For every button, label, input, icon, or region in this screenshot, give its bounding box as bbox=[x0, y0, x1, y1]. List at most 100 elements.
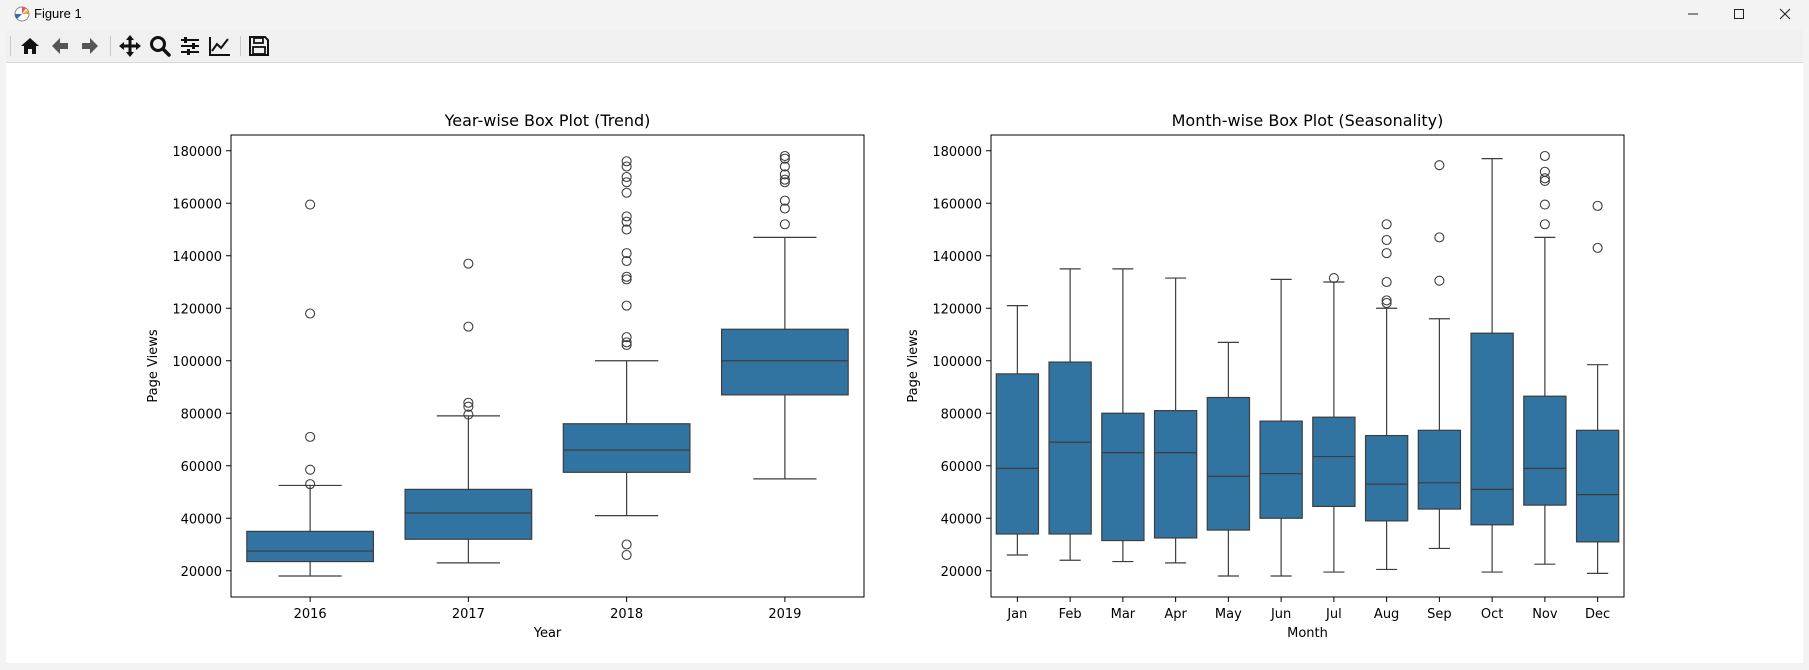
y-tick-label: 40000 bbox=[181, 512, 222, 527]
outlier-point bbox=[621, 156, 632, 167]
configure-subplots-icon bbox=[181, 37, 199, 55]
outlier-point bbox=[621, 248, 632, 259]
outlier-point bbox=[621, 216, 632, 227]
close-icon bbox=[1779, 8, 1791, 20]
box-iqr bbox=[1101, 412, 1145, 542]
outlier-point bbox=[779, 177, 790, 188]
maximize-icon bbox=[1734, 9, 1744, 19]
chart-panel-1: Year-wise Box Plot (Trend) 20000 40000 6000… bbox=[146, 111, 865, 641]
box-iqr bbox=[562, 423, 691, 473]
outlier-point bbox=[1434, 232, 1445, 243]
box-iqr bbox=[1470, 332, 1514, 526]
box-Sep bbox=[1417, 160, 1462, 550]
outlier-point bbox=[621, 539, 632, 550]
y-axis-label: Page Views bbox=[906, 329, 921, 402]
outlier-point bbox=[1381, 248, 1392, 259]
x-tick-label: Feb bbox=[1059, 607, 1082, 622]
zoom-button[interactable] bbox=[147, 33, 173, 59]
outlier-point bbox=[779, 153, 790, 164]
y-tick-label: 20000 bbox=[181, 565, 222, 580]
chart-title: Year-wise Box Plot (Trend) bbox=[444, 111, 651, 130]
pan-button[interactable] bbox=[117, 33, 143, 59]
box-Apr bbox=[1153, 277, 1198, 564]
x-tick-label: Jun bbox=[1270, 607, 1291, 622]
outlier-point bbox=[621, 300, 632, 311]
x-tick-label: Sep bbox=[1427, 607, 1452, 622]
y-tick-label: 120000 bbox=[172, 302, 222, 317]
x-tick-label: Oct bbox=[1481, 607, 1503, 622]
outlier-point bbox=[1381, 219, 1392, 230]
outlier-point bbox=[621, 332, 632, 343]
outlier-point bbox=[779, 161, 790, 172]
maximize-button[interactable] bbox=[1716, 0, 1762, 28]
outlier-point bbox=[1539, 150, 1550, 162]
box-iqr bbox=[720, 328, 849, 396]
y-tick-label: 160000 bbox=[172, 197, 222, 212]
chart-title: Month-wise Box Plot (Seasonality) bbox=[1172, 111, 1444, 130]
outlier-point bbox=[621, 171, 632, 183]
minimize-button[interactable] bbox=[1670, 0, 1716, 28]
outlier-point bbox=[305, 431, 316, 442]
box-iqr bbox=[995, 373, 1040, 535]
save-icon bbox=[249, 36, 269, 56]
y-tick-label: 80000 bbox=[181, 407, 222, 422]
outlier-point bbox=[621, 337, 632, 348]
x-tick-label: 2016 bbox=[294, 607, 327, 622]
close-button[interactable] bbox=[1762, 0, 1808, 28]
outlier-point bbox=[1539, 173, 1550, 184]
outlier-point bbox=[305, 308, 316, 319]
back-button[interactable] bbox=[47, 33, 73, 59]
outlier-point bbox=[1381, 234, 1392, 246]
outlier-point bbox=[621, 255, 632, 267]
box-Feb bbox=[1048, 268, 1092, 561]
outlier-point bbox=[621, 271, 632, 282]
box-iqr bbox=[1312, 416, 1356, 508]
home-button[interactable] bbox=[17, 33, 43, 59]
chart-panel-2: Month-wise Box Plot (Seasonality) 20000 40… bbox=[906, 111, 1625, 641]
minimize-icon bbox=[1688, 13, 1698, 15]
outlier-point bbox=[1434, 160, 1445, 171]
outlier-point bbox=[779, 195, 790, 206]
x-tick-label: 2019 bbox=[768, 607, 801, 622]
edit-axis-button[interactable] bbox=[207, 33, 233, 59]
box-Nov bbox=[1523, 150, 1567, 565]
window-titlebar: Figure 1 bbox=[0, 0, 1809, 28]
save-button[interactable] bbox=[246, 33, 272, 59]
box-2017 bbox=[404, 258, 533, 564]
y-tick-label: 140000 bbox=[932, 250, 982, 265]
outlier-point bbox=[1539, 199, 1550, 210]
outlier-point bbox=[1539, 219, 1550, 230]
box-Aug bbox=[1364, 219, 1409, 571]
configure-subplots-button[interactable] bbox=[177, 33, 203, 59]
forward-button[interactable] bbox=[77, 33, 103, 59]
figure: Year-wise Box Plot (Trend) 20000 40000 6000… bbox=[146, 111, 1625, 641]
x-tick-label: Jan bbox=[1006, 607, 1027, 622]
outlier-point bbox=[1381, 297, 1392, 309]
outlier-point bbox=[463, 409, 474, 420]
outlier-point bbox=[621, 187, 632, 198]
x-tick-label: Mar bbox=[1111, 607, 1136, 622]
outlier-point bbox=[779, 150, 790, 162]
box-iqr bbox=[1259, 420, 1303, 519]
outlier-point bbox=[1434, 275, 1445, 286]
outlier-point bbox=[463, 401, 474, 412]
box-iqr bbox=[1523, 395, 1567, 506]
outlier-point bbox=[1539, 166, 1550, 177]
outlier-point bbox=[1592, 200, 1603, 211]
box-Dec bbox=[1575, 200, 1620, 574]
box-iqr bbox=[1153, 410, 1198, 539]
edit-axis-icon bbox=[209, 37, 230, 56]
box-2018 bbox=[562, 156, 691, 561]
y-tick-label: 20000 bbox=[941, 565, 982, 580]
box-iqr bbox=[1206, 396, 1251, 531]
y-tick-label: 180000 bbox=[932, 145, 982, 160]
figure-canvas[interactable]: Year-wise Box Plot (Trend) 20000 40000 6000… bbox=[6, 63, 1803, 663]
plot-frame bbox=[230, 134, 865, 598]
plot-frame bbox=[990, 134, 1625, 598]
box-2016 bbox=[246, 199, 375, 577]
outlier-point bbox=[305, 464, 316, 475]
outlier-point bbox=[621, 339, 632, 351]
y-tick-label: 140000 bbox=[172, 250, 222, 265]
box-May bbox=[1206, 341, 1251, 577]
y-tick-label: 60000 bbox=[941, 460, 982, 475]
